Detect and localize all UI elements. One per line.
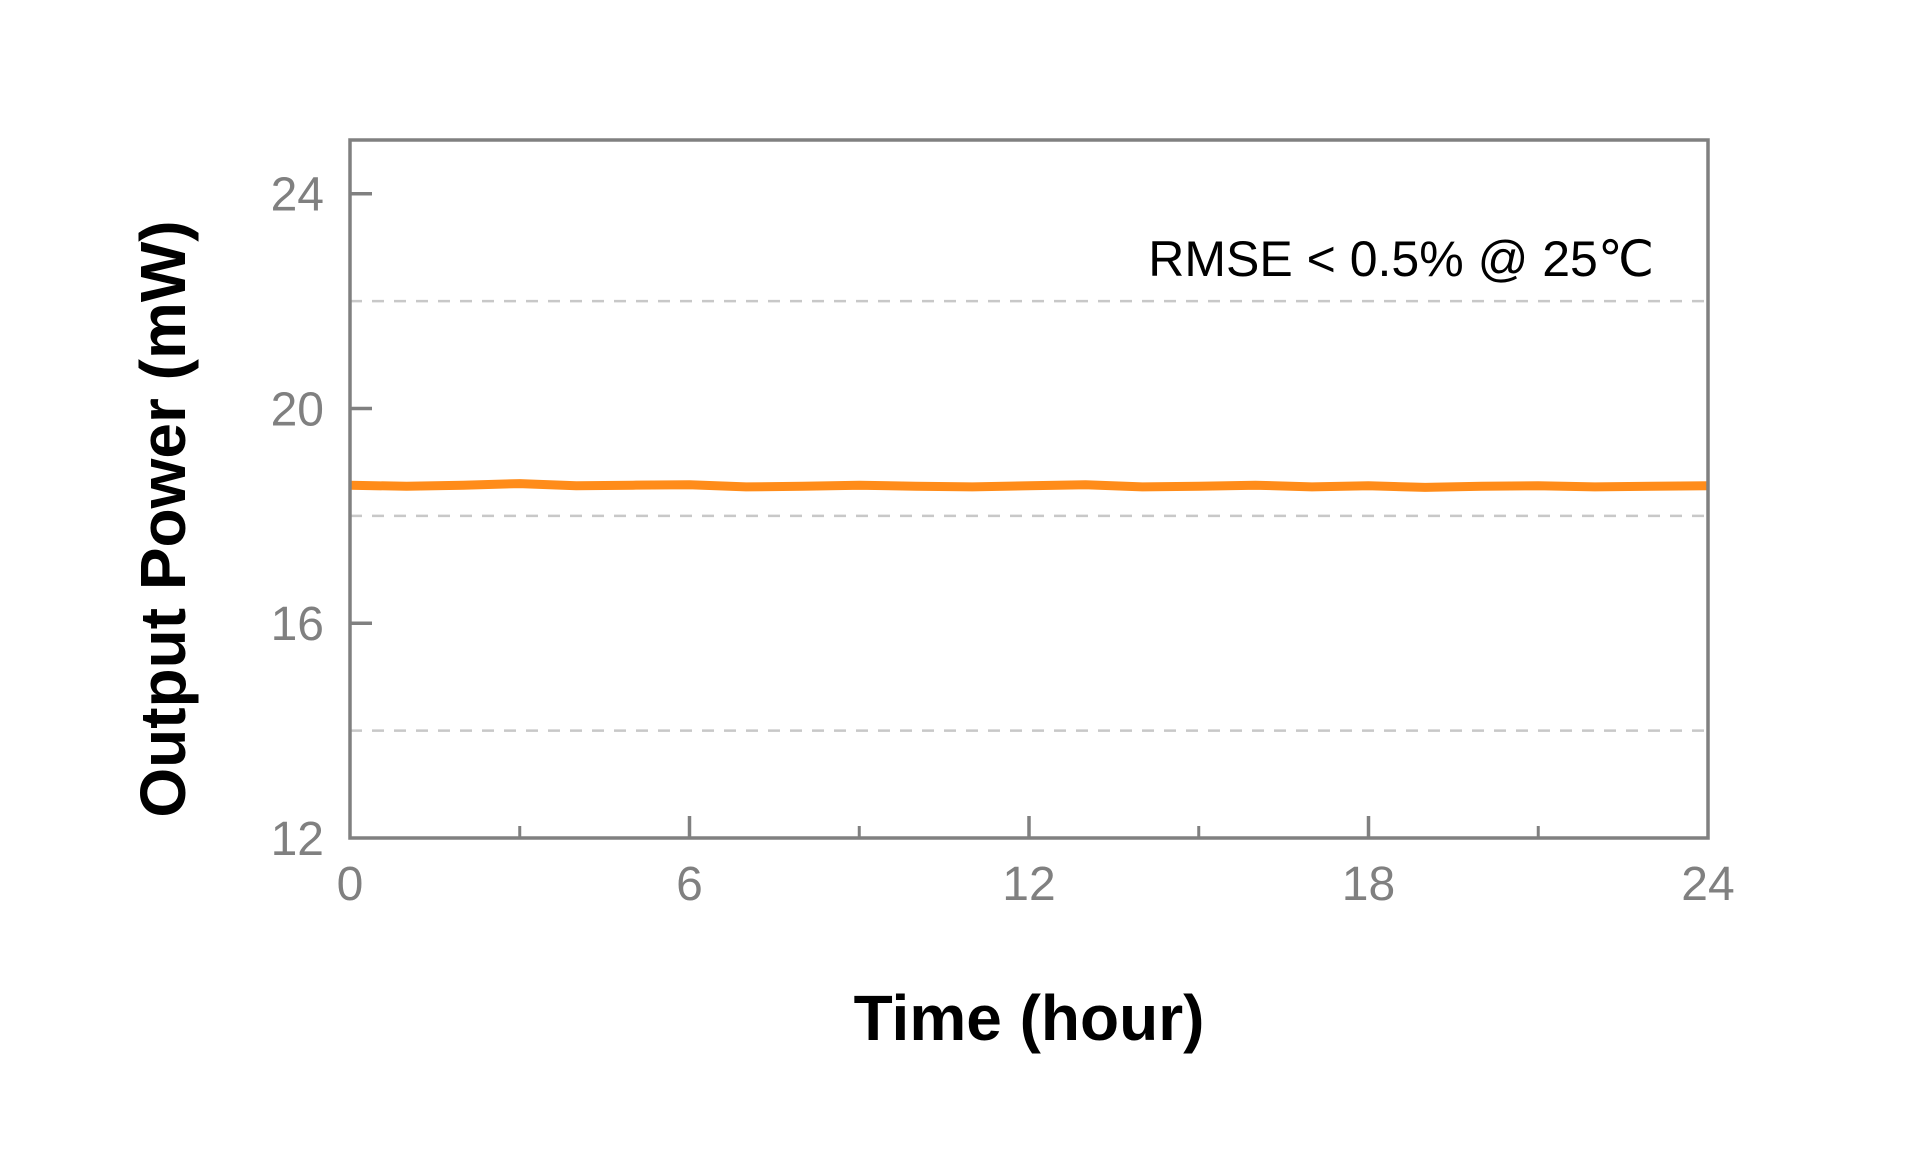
rmse-annotation: RMSE < 0.5% @ 25℃ [1148,231,1654,287]
y-tick-label-12: 12 [271,813,324,866]
y-tick-label-24: 24 [271,169,324,222]
series-line-0 [349,479,1709,492]
x-tick-label-6: 6 [676,858,703,911]
x-tick-label-24: 24 [1681,858,1734,911]
ticks: 12 16 20 24 0 6 12 18 24 [271,169,1735,911]
y-axis-title: Output Power (mW) [127,220,199,817]
y-tick-label-16: 16 [271,598,324,651]
y-tick-label-20: 20 [271,383,324,436]
x-tick-label-12: 12 [1002,858,1055,911]
gridlines [350,299,1708,732]
x-tick-label-18: 18 [1342,858,1395,911]
x-tick-label-0: 0 [337,858,364,911]
x-axis-title: Time (hour) [854,982,1205,1054]
series-layer [349,479,1709,492]
